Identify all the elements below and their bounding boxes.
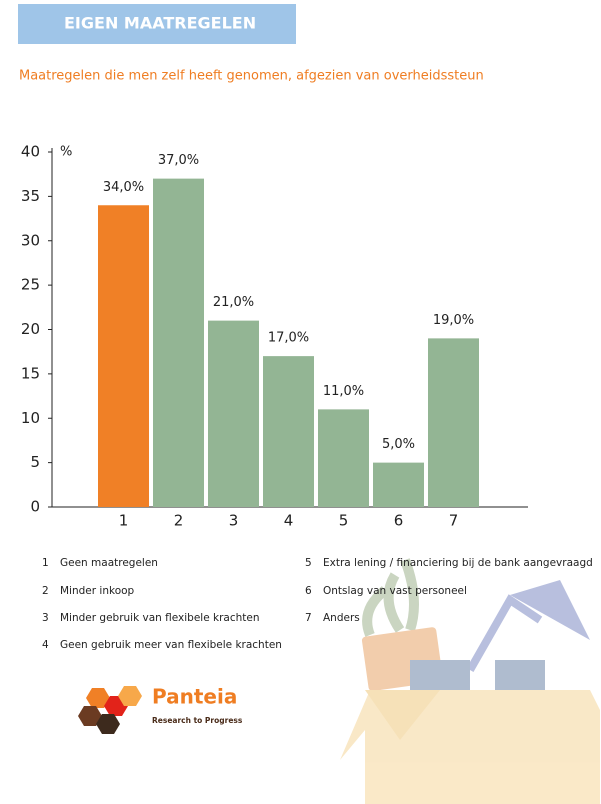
legend-label: Geen gebruik meer van flexibele krachten (60, 639, 282, 651)
bar (208, 320, 259, 507)
legend-label: Minder gebruik van flexibele krachten (60, 612, 260, 624)
legend-label: Minder inkoop (60, 585, 135, 597)
legend-label: Geen maatregelen (60, 557, 158, 569)
legend-key: 3 (42, 612, 49, 624)
y-tick-label: 5 (30, 453, 40, 471)
legend: 1 Geen maatregelen 2 Minder inkoop 3 Minder g… (42, 557, 593, 651)
bar (428, 338, 479, 507)
x-tick-label: 3 (229, 512, 239, 530)
bar (373, 462, 424, 507)
legend-label: Ontslag van vast personeel (323, 585, 467, 597)
value-label: 17,0% (268, 331, 309, 346)
header-title: EIGEN MAATREGELEN (64, 14, 256, 33)
y-tick-label: 20 (21, 320, 40, 338)
logo: Panteia Research to Progress (78, 685, 243, 734)
value-label: 11,0% (323, 384, 364, 399)
value-label: 5,0% (382, 437, 415, 452)
y-tick-label: 40 (21, 143, 40, 161)
y-tick-label: 25 (21, 276, 40, 294)
x-tick-label: 1 (119, 512, 129, 530)
bar (98, 205, 149, 507)
bar (263, 356, 314, 507)
value-label: 37,0% (158, 153, 199, 168)
logo-tagline: Research to Progress (152, 716, 243, 725)
illustration (340, 558, 600, 804)
y-tick-label: 30 (21, 231, 40, 249)
legend-key: 2 (42, 585, 49, 597)
legend-key: 6 (305, 585, 312, 597)
y-tick-label: 15 (21, 364, 40, 382)
legend-label: Extra lening / financiering bij de bank … (323, 557, 593, 569)
bar (153, 178, 204, 507)
logo-name: Panteia (152, 685, 237, 709)
legend-key: 5 (305, 557, 312, 569)
y-tick-label: 0 (30, 498, 40, 516)
x-tick-label: 4 (284, 512, 294, 530)
y-tick-label: 10 (21, 409, 40, 427)
legend-label: Anders (323, 612, 360, 624)
header-box (18, 4, 296, 44)
value-label: 19,0% (433, 313, 474, 328)
y-unit: % (60, 145, 72, 160)
value-label: 21,0% (213, 295, 254, 310)
subtitle: Maatregelen die men zelf heeft genomen, … (19, 69, 484, 84)
x-tick-label: 5 (339, 512, 349, 530)
legend-key: 4 (42, 639, 49, 651)
x-tick-label: 7 (449, 512, 459, 530)
y-tick-label: 35 (21, 187, 40, 205)
value-label: 34,0% (103, 180, 144, 195)
legend-key: 1 (42, 557, 49, 569)
legend-key: 7 (305, 612, 312, 624)
x-tick-label: 6 (394, 512, 404, 530)
bar (318, 409, 369, 507)
x-tick-label: 2 (174, 512, 184, 530)
